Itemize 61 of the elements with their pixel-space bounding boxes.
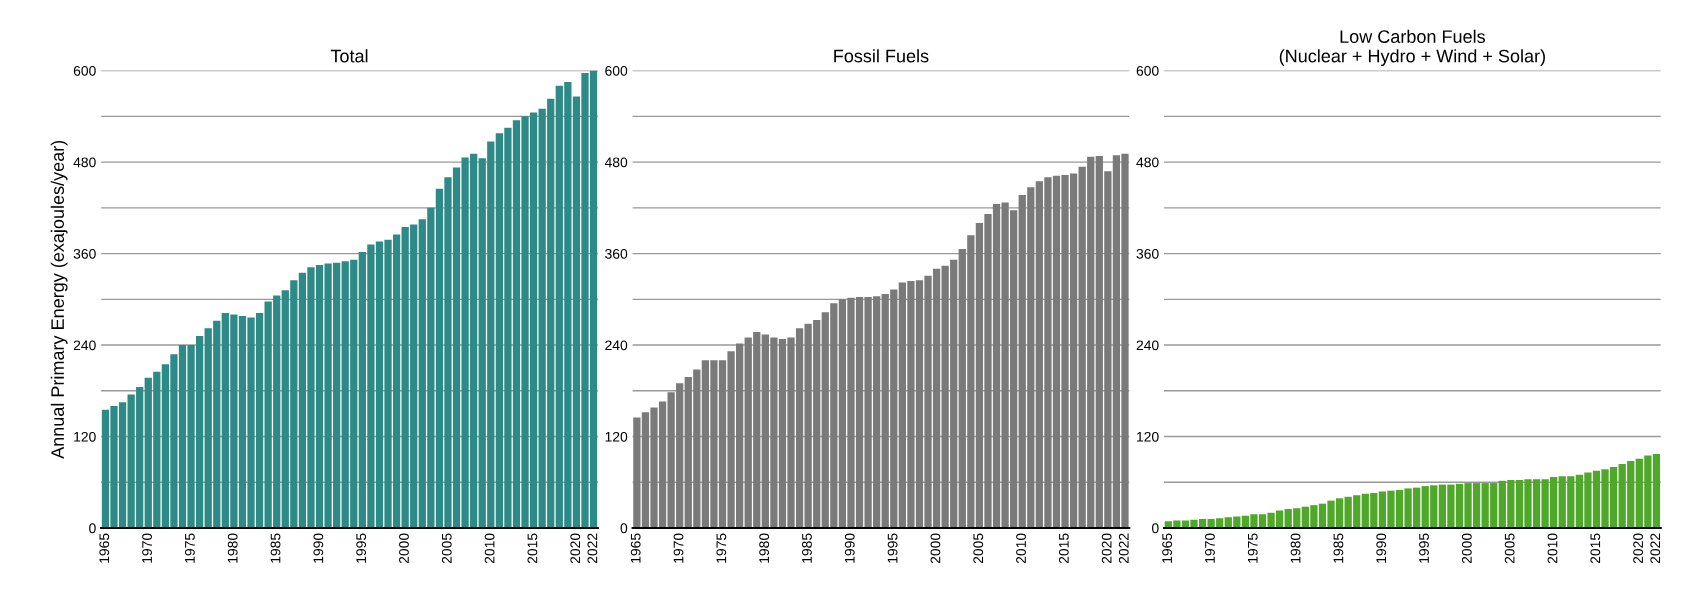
y-axis-title: Annual Primary Energy (exajoules/year) — [50, 140, 68, 459]
x-tick-label: 2005 — [973, 533, 984, 564]
x-tick-label: 2010 — [1016, 533, 1026, 564]
x-tick-label: 2020 — [1101, 533, 1112, 564]
x-tick-label: 2000 — [930, 533, 941, 564]
y-tick-label: 120 — [74, 431, 96, 442]
x-tick-label: 1965 — [99, 533, 110, 563]
x-tick-label: 1975 — [1247, 533, 1258, 563]
y-tick-label: 0 — [89, 523, 96, 534]
y-tick-label: 600 — [73, 65, 96, 76]
x-tick-label: 1965 — [1162, 533, 1173, 563]
x-tick-label: 1980 — [1290, 533, 1301, 563]
x-tick-label: 1980 — [759, 533, 770, 563]
y-tick-label: 360 — [73, 248, 96, 259]
x-tick-label: 1995 — [356, 533, 367, 563]
y-tick-label: 120 — [1137, 431, 1159, 442]
y-tick-label: 240 — [1136, 340, 1159, 351]
x-tick-label: 2000 — [399, 533, 409, 564]
x-tick-label: 1970 — [142, 533, 152, 563]
x-tick-label: 1975 — [716, 533, 727, 563]
y-tick-label: 600 — [1136, 65, 1159, 76]
x-tick-label: 1985 — [1333, 533, 1344, 563]
chart-title: Total — [330, 49, 368, 63]
y-tick-label: 240 — [73, 340, 96, 351]
x-tick-label: 1970 — [1205, 533, 1215, 563]
x-tick-label: 1985 — [270, 533, 281, 563]
y-tick-label: 360 — [605, 248, 628, 259]
x-tick-label: 2020 — [570, 533, 581, 564]
x-tick-label: 2022 — [1118, 533, 1129, 564]
y-tick-label: 600 — [605, 65, 628, 76]
x-tick-label: 2000 — [1461, 533, 1472, 564]
y-tick-label: 240 — [605, 340, 628, 351]
chart-title: Fossil Fuels — [834, 49, 929, 63]
x-tick-label: 2022 — [587, 533, 598, 564]
x-tick-label: 2010 — [484, 533, 495, 564]
y-tick-label: 480 — [604, 157, 628, 168]
x-tick-label: 1990 — [1376, 533, 1387, 563]
x-tick-label: 1995 — [1419, 533, 1429, 563]
x-tick-label: 1990 — [313, 533, 324, 563]
y-tick-label: 480 — [1136, 157, 1159, 168]
y-tick-label: 0 — [620, 523, 628, 534]
x-tick-label: 2022 — [1650, 533, 1661, 564]
x-tick-label: 1965 — [630, 533, 641, 563]
chart-title: Low Carbon Fuels (Nuclear + Hydro + Wind + Solar) — [1279, 29, 1545, 67]
x-tick-label: 2015 — [1058, 533, 1069, 564]
y-tick-label: 360 — [1136, 248, 1159, 259]
y-tick-label: 0 — [1152, 523, 1159, 534]
x-tick-label: 2015 — [1590, 533, 1601, 564]
x-tick-label: 1985 — [802, 533, 812, 563]
x-tick-label: 2005 — [1504, 533, 1515, 564]
y-tick-label: 120 — [605, 431, 628, 442]
x-tick-label: 2020 — [1633, 533, 1644, 564]
x-tick-label: 2015 — [527, 533, 538, 564]
x-tick-label: 2005 — [441, 533, 452, 564]
x-tick-label: 1990 — [844, 533, 855, 563]
x-tick-label: 1980 — [227, 533, 238, 563]
x-tick-label: 1975 — [184, 533, 195, 563]
x-tick-label: 1970 — [673, 533, 684, 563]
y-tick-label: 480 — [73, 157, 96, 168]
x-tick-label: 2010 — [1547, 533, 1558, 564]
x-tick-label: 1995 — [887, 533, 898, 563]
